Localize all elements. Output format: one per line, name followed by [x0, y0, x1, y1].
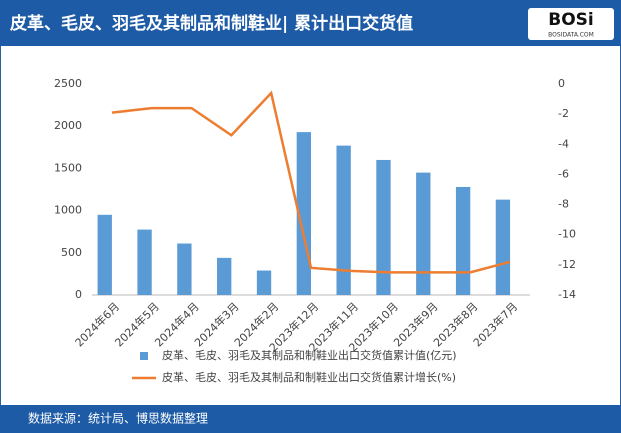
bar: [217, 257, 232, 295]
y2-tick-label: -12: [558, 258, 576, 271]
logo: BOSi: [548, 10, 593, 30]
logo-sub: BOSIDATA.COM: [548, 32, 594, 39]
y2-tick-label: 0: [558, 77, 565, 90]
bar: [97, 214, 112, 295]
y2-tick-label: -6: [558, 167, 569, 180]
y-tick-label: 500: [61, 246, 82, 259]
legend-label: 皮革、毛皮、羽毛及其制品和制鞋业出口交货值累计增长(%): [162, 370, 456, 384]
line: [111, 90, 511, 274]
bar: [137, 229, 152, 295]
y2-tick-label: -14: [558, 288, 576, 301]
bar: [256, 270, 272, 295]
bar: [177, 243, 192, 295]
bar: [495, 199, 511, 295]
legend-label: 皮革、毛皮、羽毛及其制品和制鞋业出口交货值累计值(亿元): [162, 348, 457, 362]
y2-tick-label: -10: [558, 228, 576, 241]
bar: [336, 145, 351, 295]
y-tick-label: 0: [75, 288, 82, 301]
bar: [455, 186, 471, 295]
y2-tick-label: -8: [558, 198, 569, 211]
y2-tick-label: -2: [558, 107, 569, 120]
y-tick-label: 1000: [54, 204, 82, 217]
header-bar: [0, 0, 621, 46]
legend-swatch: [140, 352, 148, 360]
footer-bar: [0, 405, 621, 433]
y-tick-label: 2500: [54, 77, 82, 90]
logo-box: [528, 8, 614, 40]
header-title: 皮革、毛皮、羽毛及其制品和制鞋业| 累计出口交货值: [10, 13, 413, 34]
bar: [376, 159, 391, 295]
y2-tick-label: -4: [558, 137, 569, 150]
bar: [416, 172, 431, 295]
y-tick-label: 2000: [54, 119, 82, 132]
y-tick-label: 1500: [54, 161, 82, 174]
footer-source: 数据来源：统计局、博思数据整理: [28, 411, 208, 426]
